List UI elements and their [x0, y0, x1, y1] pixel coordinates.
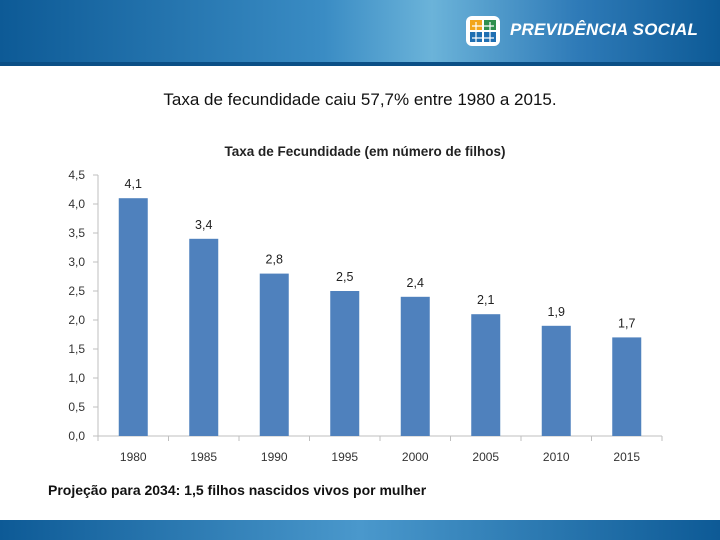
- y-axis: 0,0 0,5 1,0 1,5 2,0 2,5 3,0 3,5 4,0 4,5: [68, 168, 99, 443]
- y-tick-label: 1,5: [68, 342, 85, 356]
- projection-footnote: Projeção para 2034: 1,5 filhos nascidos …: [48, 482, 427, 498]
- x-tick-label-1990: 1990: [261, 450, 288, 464]
- x-tick-label-1980: 1980: [120, 450, 147, 464]
- data-labels: 4,1 3,4 2,8 2,5 2,4 2,1 1,9 1,7: [125, 177, 636, 330]
- bar-1995: [330, 291, 360, 436]
- y-tick-label: 4,5: [68, 168, 85, 182]
- y-tick-label: 1,0: [68, 371, 85, 385]
- x-tick-label-2015: 2015: [613, 450, 640, 464]
- y-tick-label: 0,0: [68, 429, 85, 443]
- slide-title: Taxa de fecundidade caiu 57,7% entre 198…: [163, 90, 557, 109]
- data-label-1985: 3,4: [195, 218, 212, 232]
- x-tick-label-2005: 2005: [472, 450, 499, 464]
- bars: [118, 198, 642, 436]
- x-axis: 1980 1985 1990 1995 2000 2005 2010 2015: [97, 435, 663, 464]
- brand-title: PREVIDÊNCIA SOCIAL: [510, 20, 699, 39]
- x-tick-label-2000: 2000: [402, 450, 429, 464]
- data-label-1995: 2,5: [336, 270, 353, 284]
- data-label-2015: 1,7: [618, 316, 635, 330]
- x-tick-label-1995: 1995: [331, 450, 358, 464]
- y-tick-label: 0,5: [68, 400, 85, 414]
- y-tick-label: 4,0: [68, 197, 85, 211]
- footer-bar: [0, 520, 720, 540]
- bar-2005: [471, 314, 501, 436]
- bar-1985: [189, 238, 219, 436]
- y-tick-label: 3,5: [68, 226, 85, 240]
- bar-2000: [400, 296, 430, 436]
- y-tick-label: 3,0: [68, 255, 85, 269]
- x-tick-label-1985: 1985: [190, 450, 217, 464]
- header-bar: PREVIDÊNCIA SOCIAL: [0, 0, 720, 66]
- y-tick-label: 2,5: [68, 284, 85, 298]
- previdencia-social-logo-icon: [466, 16, 500, 46]
- x-tick-label-2010: 2010: [543, 450, 570, 464]
- bar-chart: Taxa de Fecundidade (em número de filhos…: [68, 144, 663, 464]
- data-label-1980: 4,1: [125, 177, 142, 191]
- bar-1990: [259, 273, 289, 436]
- data-label-2000: 2,4: [407, 276, 424, 290]
- header-divider: [0, 62, 720, 66]
- data-label-2005: 2,1: [477, 293, 494, 307]
- data-label-1990: 2,8: [266, 253, 283, 267]
- data-label-2010: 1,9: [548, 305, 565, 319]
- chart-title: Taxa de Fecundidade (em número de filhos…: [224, 144, 505, 159]
- bar-2015: [612, 337, 642, 436]
- y-tick-label: 2,0: [68, 313, 85, 327]
- bar-2010: [541, 325, 571, 436]
- bar-1980: [118, 198, 148, 436]
